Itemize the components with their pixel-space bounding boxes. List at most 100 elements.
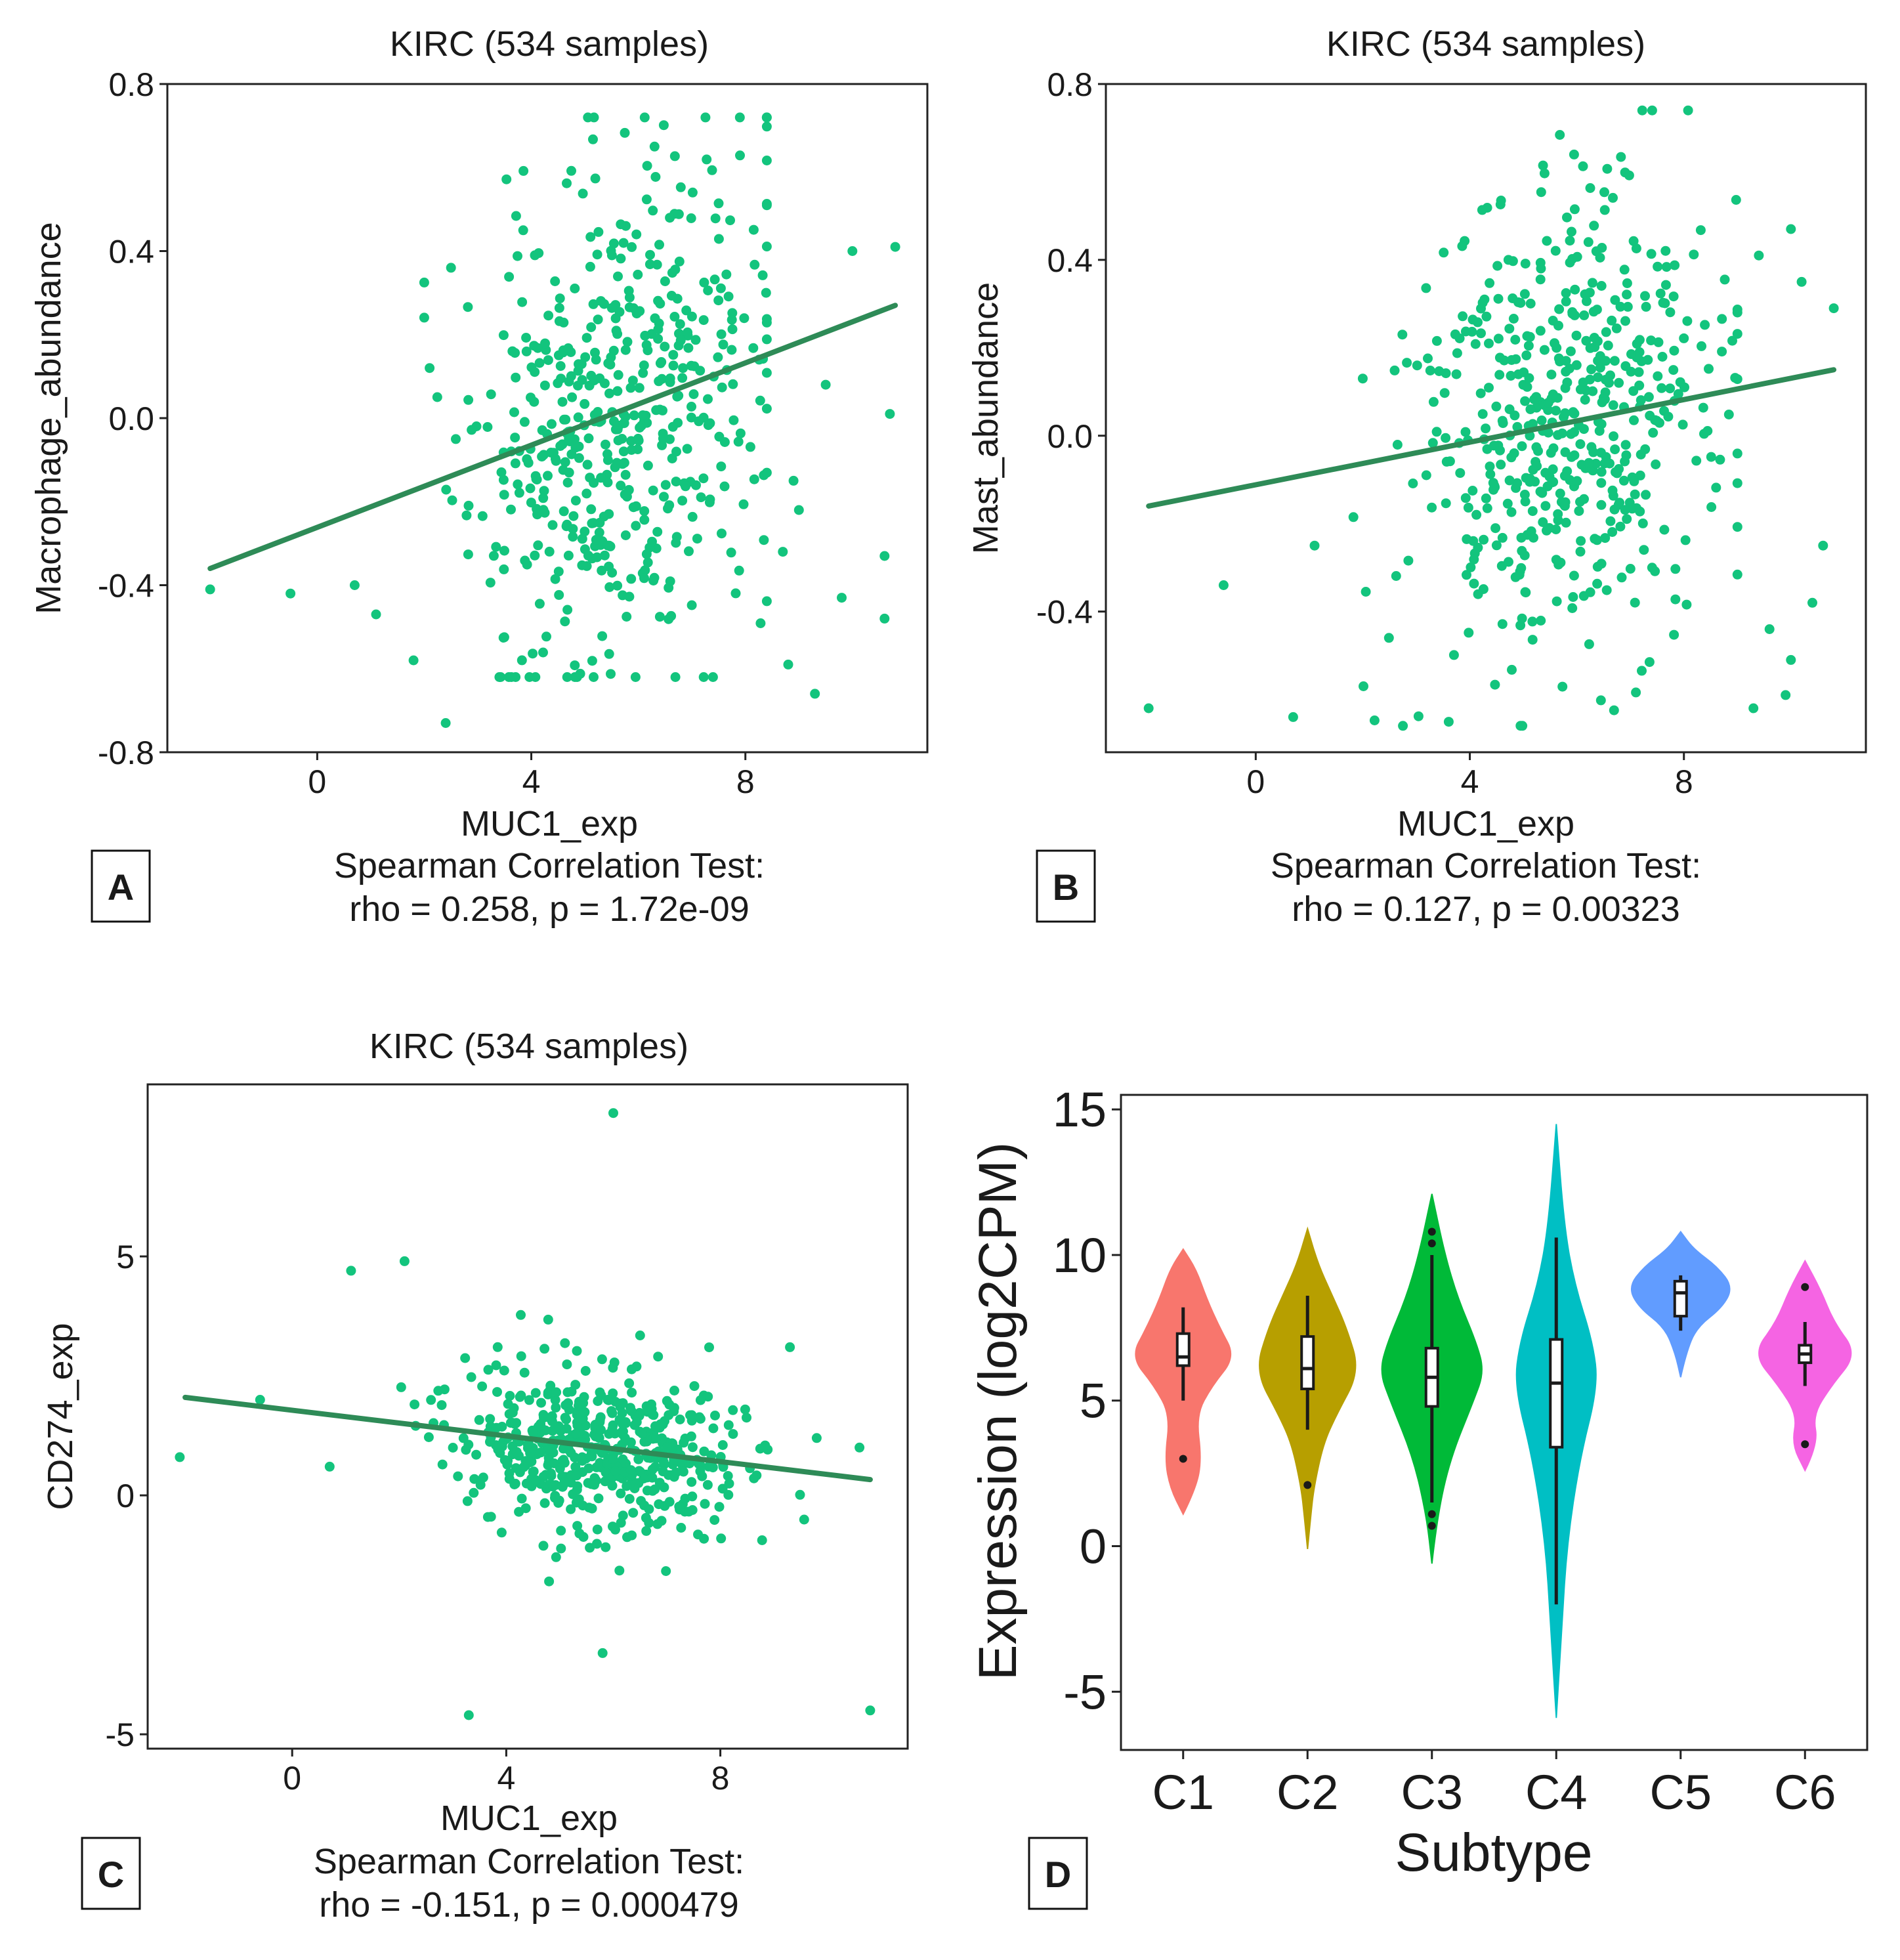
scatter-point bbox=[635, 1331, 645, 1340]
scatter-point bbox=[519, 1367, 530, 1378]
scatter-point bbox=[1589, 333, 1599, 343]
scatter-point bbox=[686, 412, 696, 423]
scatter-point bbox=[742, 1413, 751, 1423]
panel-d: -5 0 5 10 15 C1 C2 C3 C4 C5 C6 Subtype Expression… bbox=[968, 1082, 1868, 1910]
scatter-point bbox=[463, 1710, 474, 1720]
scatter-point bbox=[554, 316, 564, 326]
scatter-point bbox=[1412, 360, 1422, 371]
scatter-point bbox=[510, 433, 520, 443]
scatter-point bbox=[671, 477, 681, 487]
scatter-point bbox=[1477, 297, 1488, 308]
scatter-point bbox=[1605, 370, 1615, 381]
y-tick-label: 0.8 bbox=[1047, 66, 1093, 103]
scatter-point bbox=[1605, 516, 1616, 526]
scatter-point bbox=[717, 382, 727, 393]
y-tick-label: -0.4 bbox=[1036, 594, 1093, 631]
scatter-point bbox=[573, 412, 583, 423]
scatter-point bbox=[675, 1415, 685, 1424]
scatter-point bbox=[684, 1506, 694, 1517]
scatter-point bbox=[624, 292, 635, 303]
scatter-point bbox=[610, 1466, 621, 1476]
scatter-point bbox=[1466, 562, 1476, 572]
scatter-point bbox=[492, 1342, 503, 1352]
panel-c-stat-title: Spearman Correlation Test: bbox=[314, 1842, 744, 1881]
scatter-point bbox=[1389, 365, 1400, 375]
scatter-point bbox=[475, 1480, 486, 1490]
scatter-point bbox=[1717, 314, 1727, 324]
scatter-point bbox=[708, 1423, 719, 1434]
scatter-point bbox=[471, 1449, 482, 1460]
scatter-point bbox=[1579, 494, 1589, 504]
scatter-point bbox=[620, 1433, 630, 1443]
scatter-point bbox=[1572, 476, 1582, 486]
scatter-point bbox=[1608, 400, 1618, 410]
y-tick-label: 0.0 bbox=[108, 400, 154, 437]
scatter-point bbox=[674, 1501, 685, 1512]
scatter-point bbox=[1732, 569, 1742, 580]
scatter-point bbox=[1575, 384, 1586, 394]
scatter-point bbox=[1457, 241, 1467, 251]
scatter-point bbox=[1423, 353, 1433, 364]
scatter-point bbox=[540, 338, 550, 349]
scatter-point bbox=[687, 1491, 698, 1502]
scatter-point bbox=[620, 530, 631, 540]
scatter-point bbox=[723, 1471, 733, 1481]
scatter-point bbox=[650, 1421, 660, 1432]
scatter-point bbox=[1601, 327, 1611, 337]
scatter-point bbox=[1489, 480, 1500, 491]
scatter-point bbox=[611, 326, 622, 336]
scatter-point bbox=[795, 1489, 805, 1500]
panel-b-label: B bbox=[1053, 866, 1079, 908]
y-tick-label: 5 bbox=[1080, 1374, 1107, 1428]
scatter-point bbox=[597, 1448, 607, 1459]
scatter-point bbox=[1509, 410, 1520, 421]
scatter-point bbox=[453, 1471, 463, 1481]
scatter-point bbox=[583, 433, 594, 444]
scatter-point bbox=[574, 1401, 583, 1411]
scatter-point bbox=[653, 1352, 664, 1362]
scatter-point bbox=[1650, 566, 1660, 576]
scatter-point bbox=[1519, 289, 1530, 299]
scatter-point bbox=[515, 1392, 525, 1402]
scatter-point bbox=[865, 1705, 876, 1716]
scatter-point bbox=[324, 1461, 335, 1472]
scatter-point bbox=[553, 566, 564, 577]
scatter-point bbox=[1497, 532, 1508, 543]
scatter-point bbox=[631, 1361, 642, 1372]
scatter-point bbox=[507, 1407, 518, 1418]
scatter-point bbox=[530, 1388, 541, 1398]
scatter-point bbox=[432, 392, 442, 402]
scatter-point bbox=[530, 550, 540, 561]
scatter-point bbox=[678, 1466, 688, 1477]
scatter-point bbox=[641, 549, 652, 559]
scatter-point bbox=[467, 425, 477, 435]
scatter-point bbox=[504, 1474, 515, 1484]
scatter-point bbox=[1369, 715, 1380, 725]
scatter-point bbox=[1681, 599, 1692, 610]
scatter-point bbox=[1668, 365, 1679, 375]
scatter-point bbox=[1657, 383, 1667, 393]
panel-b: KIRC (534 samples) -0.4 0.0 0.4 0.8 0 4 8 MUC… bbox=[966, 24, 1867, 929]
scatter-point bbox=[631, 1417, 642, 1427]
scatter-point bbox=[572, 1470, 582, 1481]
scatter-point bbox=[1786, 654, 1796, 665]
scatter-point bbox=[1517, 441, 1527, 452]
scatter-point bbox=[646, 1399, 656, 1409]
scatter-point bbox=[1484, 338, 1494, 349]
scatter-point bbox=[1533, 446, 1543, 456]
scatter-point bbox=[606, 250, 617, 261]
scatter-point bbox=[486, 389, 496, 400]
scatter-point bbox=[1494, 370, 1505, 380]
scatter-point bbox=[539, 1498, 550, 1508]
scatter-point bbox=[761, 288, 771, 298]
scatter-point bbox=[601, 439, 610, 450]
scatter-point bbox=[1531, 392, 1542, 402]
scatter-point bbox=[1564, 364, 1574, 373]
scatter-point bbox=[592, 249, 602, 260]
scatter-point bbox=[637, 1428, 647, 1439]
scatter-point bbox=[1403, 555, 1414, 566]
scatter-point bbox=[1288, 712, 1298, 722]
panel-a-x-ticks: 0 4 8 bbox=[308, 752, 755, 800]
scatter-point bbox=[640, 330, 650, 341]
scatter-point bbox=[608, 1363, 618, 1373]
